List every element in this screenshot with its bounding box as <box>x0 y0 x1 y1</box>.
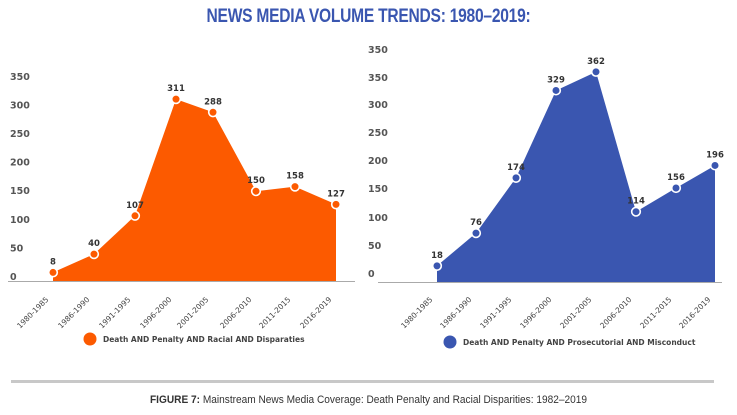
y-tick-label: 200 <box>10 158 30 169</box>
x-tick-label: 1980-1985 <box>399 295 434 330</box>
x-tick-label: 1986-1990 <box>56 295 91 330</box>
y-tick-label: 250 <box>368 128 388 139</box>
y-tick-label: 350 <box>10 72 30 83</box>
x-tick-label: 1996-2000 <box>518 295 553 330</box>
y-tick-label: 300 <box>368 100 388 111</box>
data-point <box>88 249 100 260</box>
data-label: 288 <box>204 97 222 107</box>
data-point <box>289 181 301 192</box>
data-point <box>590 66 602 77</box>
caption-text: Mainstream News Media Coverage: Death Pe… <box>200 394 588 406</box>
data-label: 329 <box>547 75 565 85</box>
y-tick-label: 100 <box>368 213 388 224</box>
legend-marker <box>443 335 457 349</box>
data-label: 127 <box>327 189 345 199</box>
y-tick-label: 250 <box>10 129 30 140</box>
data-label: 8 <box>50 257 56 267</box>
data-point <box>207 107 219 118</box>
x-tick-label: 1980-1985 <box>15 295 50 330</box>
data-point <box>630 206 642 217</box>
caption-prefix: FIGURE 7: <box>149 394 201 406</box>
y-tick-label: 50 <box>10 243 24 254</box>
data-point <box>550 85 562 96</box>
divider <box>11 380 714 383</box>
x-tick-label: 2006-2010 <box>598 295 633 330</box>
data-label: 174 <box>507 163 525 173</box>
data-point <box>670 182 682 194</box>
area-series <box>53 99 336 281</box>
data-point <box>170 94 182 105</box>
y-tick-label: 150 <box>368 184 388 195</box>
data-label: 114 <box>627 197 645 207</box>
area-series <box>437 71 715 282</box>
y-tick-label: 100 <box>10 215 30 226</box>
x-tick-label: 2016-2019 <box>677 295 712 330</box>
x-tick-label: 1986-1990 <box>438 295 473 330</box>
x-tick-label: 1991-1995 <box>478 295 513 330</box>
data-label: 76 <box>470 218 482 228</box>
x-tick-label: 2001-2005 <box>558 295 593 330</box>
legend-label: Death AND Penalty AND Prosecutorial AND … <box>463 338 696 347</box>
data-point <box>47 267 59 278</box>
y-tick-label: 350 <box>368 73 388 84</box>
y-tick-label: 300 <box>10 100 30 111</box>
y-tick-label: 200 <box>368 156 388 167</box>
data-point <box>129 210 141 221</box>
x-tick-label: 1996-2000 <box>138 295 173 330</box>
x-tick-label: 1991-1995 <box>97 295 132 330</box>
data-point <box>250 186 262 197</box>
legend-marker <box>83 332 97 346</box>
data-label: 196 <box>706 150 724 160</box>
data-point <box>431 260 443 271</box>
figure-caption: FIGURE 7: Mainstream News Media Coverage… <box>29 394 707 406</box>
figure-title: NEWS MEDIA VOLUME TRENDS: 1980–2019: <box>206 6 531 27</box>
data-label: 158 <box>286 172 304 182</box>
data-point <box>470 228 482 239</box>
data-label: 362 <box>587 57 605 67</box>
left-chart: 0 50 100 150 200 250 300 350 8 40 107 311 288 150 158 1… <box>8 72 355 346</box>
y-tick-label: 350 <box>368 45 388 56</box>
x-tick-label: 2016-2019 <box>298 295 333 330</box>
data-label: 311 <box>167 84 185 94</box>
data-point <box>330 199 342 210</box>
x-tick-label: 2001-2005 <box>175 295 210 330</box>
data-label: 156 <box>667 173 685 183</box>
data-point <box>709 160 721 171</box>
x-tick-label: 2006-2010 <box>218 295 253 330</box>
x-tick-label: 2011-2015 <box>257 295 292 330</box>
y-tick-label: 50 <box>368 241 382 252</box>
y-tick-label: 0 <box>10 272 17 283</box>
y-tick-label: 0 <box>368 269 375 280</box>
data-label: 150 <box>247 176 265 186</box>
right-chart: 0 50 100 150 200 250 300 350 350 18 76 174 329 362 114… <box>368 45 724 349</box>
data-point <box>510 172 522 183</box>
legend-label: Death AND Penalty AND Racial AND Dispara… <box>103 335 305 344</box>
x-tick-label: 2011-2015 <box>638 295 673 330</box>
data-label: 107 <box>126 201 144 211</box>
data-label: 18 <box>431 251 443 261</box>
y-tick-label: 150 <box>10 186 30 197</box>
charts-canvas: 0 50 100 150 200 250 300 350 8 40 107 311 288 150 158 1… <box>8 45 724 349</box>
data-label: 40 <box>88 239 100 249</box>
